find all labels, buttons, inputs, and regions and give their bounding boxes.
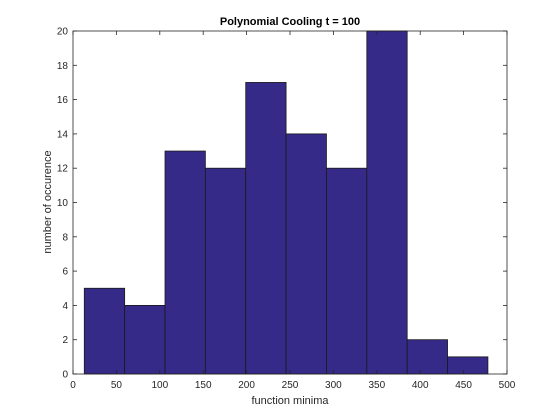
x-axis-label: function minima bbox=[251, 395, 329, 407]
y-ticks-group: 0 2 4 6 8 10 12 14 16 18 20 bbox=[57, 27, 507, 381]
histogram-bar bbox=[204, 167, 247, 375]
x-tick-label: 350 bbox=[368, 380, 385, 391]
histogram-bar bbox=[245, 82, 287, 375]
x-tick-label: 100 bbox=[151, 380, 168, 391]
y-tick-label: 6 bbox=[62, 267, 68, 278]
y-tick-label: 12 bbox=[57, 164, 69, 175]
histogram-bar bbox=[124, 304, 166, 375]
y-tick-label: 2 bbox=[62, 335, 68, 346]
x-tick-label: 450 bbox=[455, 380, 472, 391]
histogram-bar bbox=[406, 339, 448, 375]
x-tick-label: 500 bbox=[499, 380, 516, 391]
x-tick-label: 200 bbox=[238, 380, 255, 391]
histogram-bar bbox=[285, 133, 327, 375]
y-tick-label: 20 bbox=[57, 27, 69, 38]
chart-title: Polynomial Cooling t = 100 bbox=[220, 16, 360, 28]
histogram-bar bbox=[164, 150, 206, 375]
y-tick-label: 14 bbox=[57, 129, 69, 140]
x-tick-label: 0 bbox=[70, 380, 76, 391]
x-tick-label: 250 bbox=[282, 380, 299, 391]
histogram-bar bbox=[366, 30, 408, 375]
y-tick-label: 4 bbox=[62, 301, 68, 312]
x-tick-label: 50 bbox=[111, 380, 123, 391]
y-tick-label: 10 bbox=[57, 198, 69, 209]
histogram-bar bbox=[83, 287, 126, 375]
x-tick-label: 300 bbox=[325, 380, 342, 391]
x-tick-label: 400 bbox=[412, 380, 429, 391]
histogram-bar bbox=[326, 167, 368, 375]
y-axis-label: number of occurence bbox=[42, 150, 54, 253]
y-tick-label: 18 bbox=[57, 61, 69, 72]
bars-group bbox=[83, 30, 489, 375]
histogram-bar bbox=[447, 356, 489, 375]
x-tick-label: 150 bbox=[195, 380, 212, 391]
x-ticks-group: 0 50 100 150 200 250 300 350 400 450 500 bbox=[70, 31, 516, 391]
y-tick-label: 0 bbox=[62, 370, 68, 381]
y-tick-label: 16 bbox=[57, 95, 69, 106]
y-tick-label: 8 bbox=[62, 232, 68, 243]
